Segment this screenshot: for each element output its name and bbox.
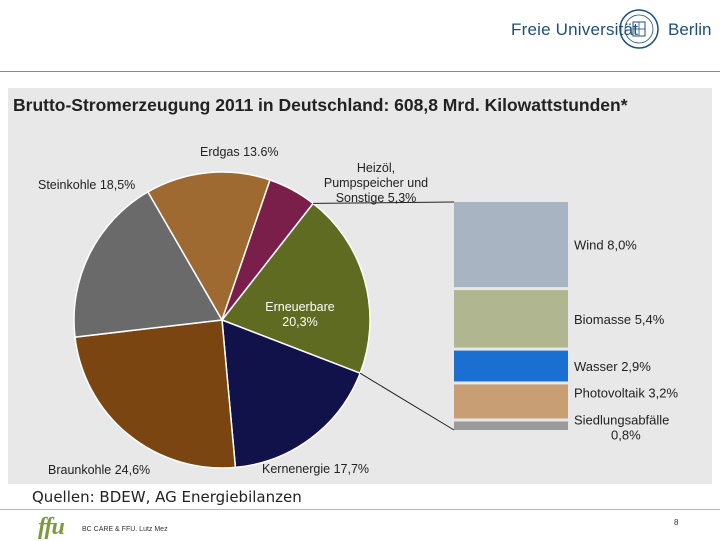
footer-divider <box>0 509 720 510</box>
university-seal-icon <box>619 9 659 49</box>
chart-title: Brutto-Stromerzeugung 2011 in Deutschlan… <box>13 95 628 115</box>
bar-segment-label: Wind 8,0% <box>574 238 637 253</box>
bar-segment-label: Photovoltaik 3,2% <box>574 385 679 400</box>
pie-slice <box>220 202 371 375</box>
bar-segment <box>454 384 568 419</box>
bar-segment-label: Biomasse 5,4% <box>574 312 665 327</box>
bar-segment-label: Wasser 2,9% <box>574 359 651 374</box>
university-name: Freie Universität <box>511 20 639 39</box>
slice-label: Heizöl, Pumpspeicher und Sonstige 5,3% <box>324 161 428 205</box>
pie-slice <box>74 319 237 469</box>
slice-label: Kernenergie 17,7% <box>262 462 369 476</box>
slice-label: Braunkohle 24,6% <box>48 463 150 477</box>
slide-header: Freie Universität Berlin <box>0 0 720 72</box>
header-divider <box>0 71 720 72</box>
page-number: 8 <box>674 518 679 527</box>
slice-label: Erdgas 13.6% <box>200 145 279 159</box>
bar-segment <box>454 290 568 348</box>
slice-label: Steinkohle 18,5% <box>38 178 135 192</box>
slice-label: Erneuerbare 20,3% <box>265 300 335 329</box>
bar-segment <box>454 350 568 382</box>
pie-slice <box>221 318 362 469</box>
pie-slice <box>73 190 224 338</box>
connector-line <box>313 201 455 204</box>
university-city: Berlin <box>668 20 712 39</box>
sources-note: Quellen: BDEW, AG Energiebilanzen <box>32 488 302 506</box>
connector-line <box>359 372 455 431</box>
pie-slice <box>221 179 315 321</box>
ffu-logo: ffu <box>38 514 65 540</box>
footer-credit: BC CARE & FFU. Lutz Mez <box>82 526 168 533</box>
bar-segment <box>454 202 568 288</box>
bar-segment-label: Siedlungsabfälle 0,8% <box>574 412 669 442</box>
pie-slice <box>146 171 271 322</box>
bar-segment <box>454 421 568 430</box>
